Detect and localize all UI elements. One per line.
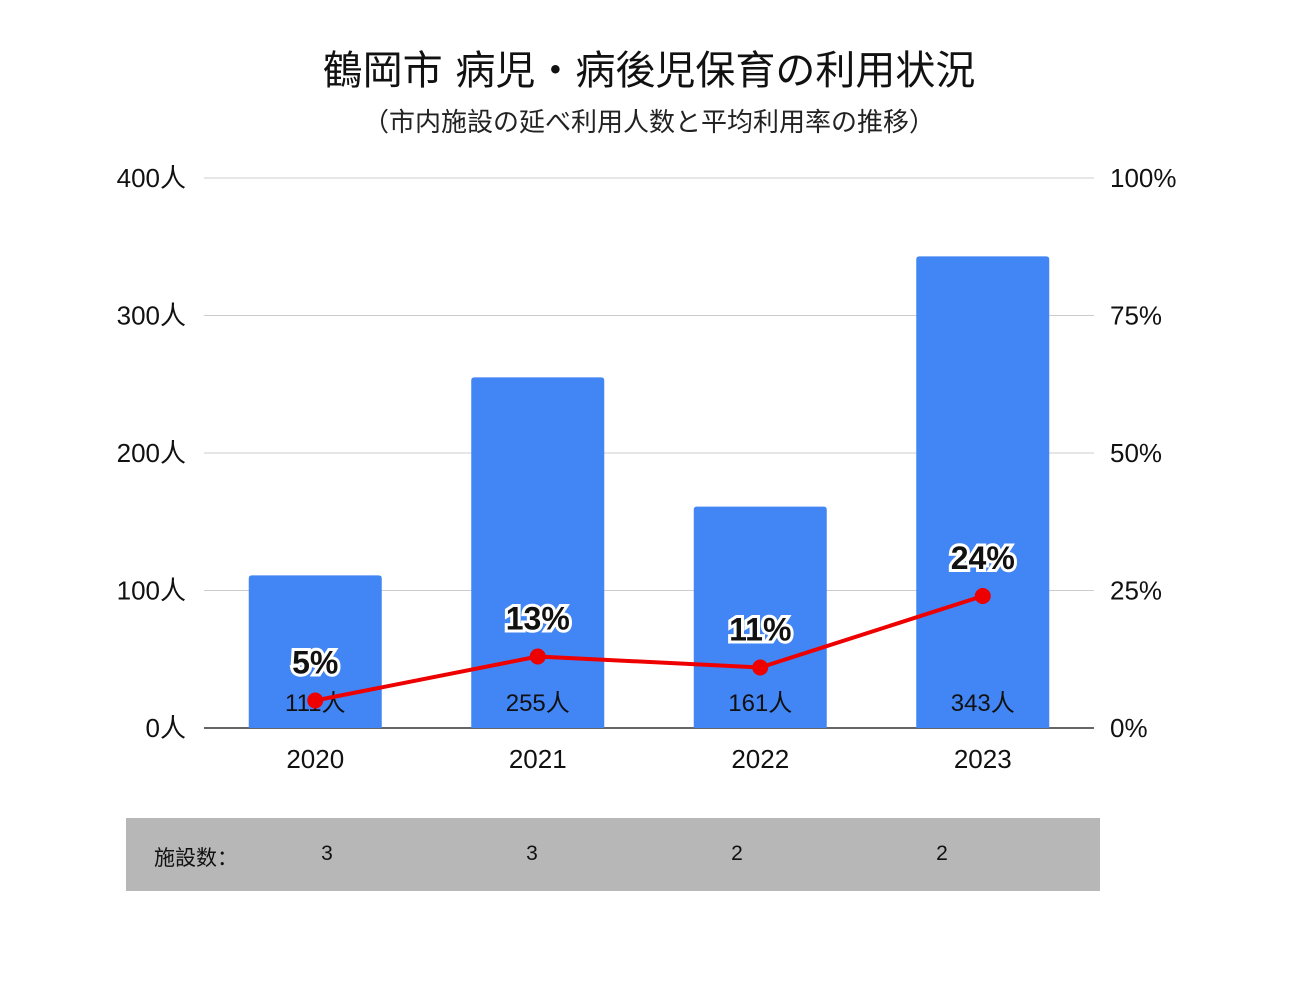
bar-2023	[916, 256, 1050, 728]
rate-point-2022	[752, 659, 769, 676]
left-tick-label: 0人	[146, 713, 186, 743]
chart-subtitle: （市内施設の延べ利用人数と平均利用率の推移）	[362, 108, 935, 138]
right-tick-label: 50%	[1110, 438, 1162, 468]
rate-data-label: 11%	[729, 612, 791, 648]
right-tick-label: 25%	[1110, 576, 1162, 606]
rate-point-2020	[307, 692, 324, 709]
facility-count-2022: 2	[731, 842, 743, 865]
bar-2020	[248, 575, 382, 728]
facility-count-label: 施設数：	[154, 846, 238, 870]
left-tick-label: 400人	[117, 163, 186, 193]
x-axis: 2020 2021 2022 2023	[286, 744, 1011, 774]
rate-line-path	[314, 594, 984, 703]
right-tick-label: 75%	[1110, 301, 1162, 331]
x-tick-label: 2020	[286, 744, 344, 774]
rate-data-label: 5%	[292, 645, 338, 681]
rate-point-2023	[974, 588, 991, 604]
bar-data-label: 343人	[951, 690, 1015, 717]
facility-count-2023: 2	[936, 842, 948, 865]
facility-count-2020: 3	[321, 842, 333, 865]
left-tick-label: 300人	[117, 301, 186, 331]
rate-data-label: 24%	[951, 540, 1015, 576]
facility-count-2021: 3	[526, 842, 538, 865]
bar-data-labels: 111人255人161人343人	[285, 690, 1015, 717]
right-tick-label: 100%	[1110, 163, 1177, 193]
rate-data-labels: 5% 13% 11% 24%	[289, 537, 1018, 684]
rate-point-2021	[529, 648, 546, 665]
bar-2022	[693, 506, 827, 728]
left-axis: 0人 100人 200人 300人 400人	[117, 163, 186, 743]
x-tick-label: 2022	[731, 744, 789, 774]
rate-data-label: 13%	[506, 601, 570, 637]
bar-data-label: 255人	[506, 690, 570, 717]
chart-title: 鶴岡市 病児・病後児保育の利用状況	[322, 48, 976, 94]
left-tick-label: 100人	[117, 576, 186, 606]
rate-line	[307, 588, 991, 709]
right-tick-label: 0%	[1110, 713, 1148, 743]
bars	[248, 256, 1050, 728]
x-tick-label: 2023	[954, 744, 1012, 774]
bar-2021	[471, 377, 605, 728]
left-tick-label: 200人	[117, 438, 186, 468]
facility-count-strip: 施設数： 3 3 2 2	[126, 818, 1100, 891]
x-tick-label: 2021	[509, 744, 567, 774]
right-axis: 0% 25% 50% 75% 100%	[1110, 163, 1177, 743]
bar-data-label: 161人	[728, 690, 792, 717]
